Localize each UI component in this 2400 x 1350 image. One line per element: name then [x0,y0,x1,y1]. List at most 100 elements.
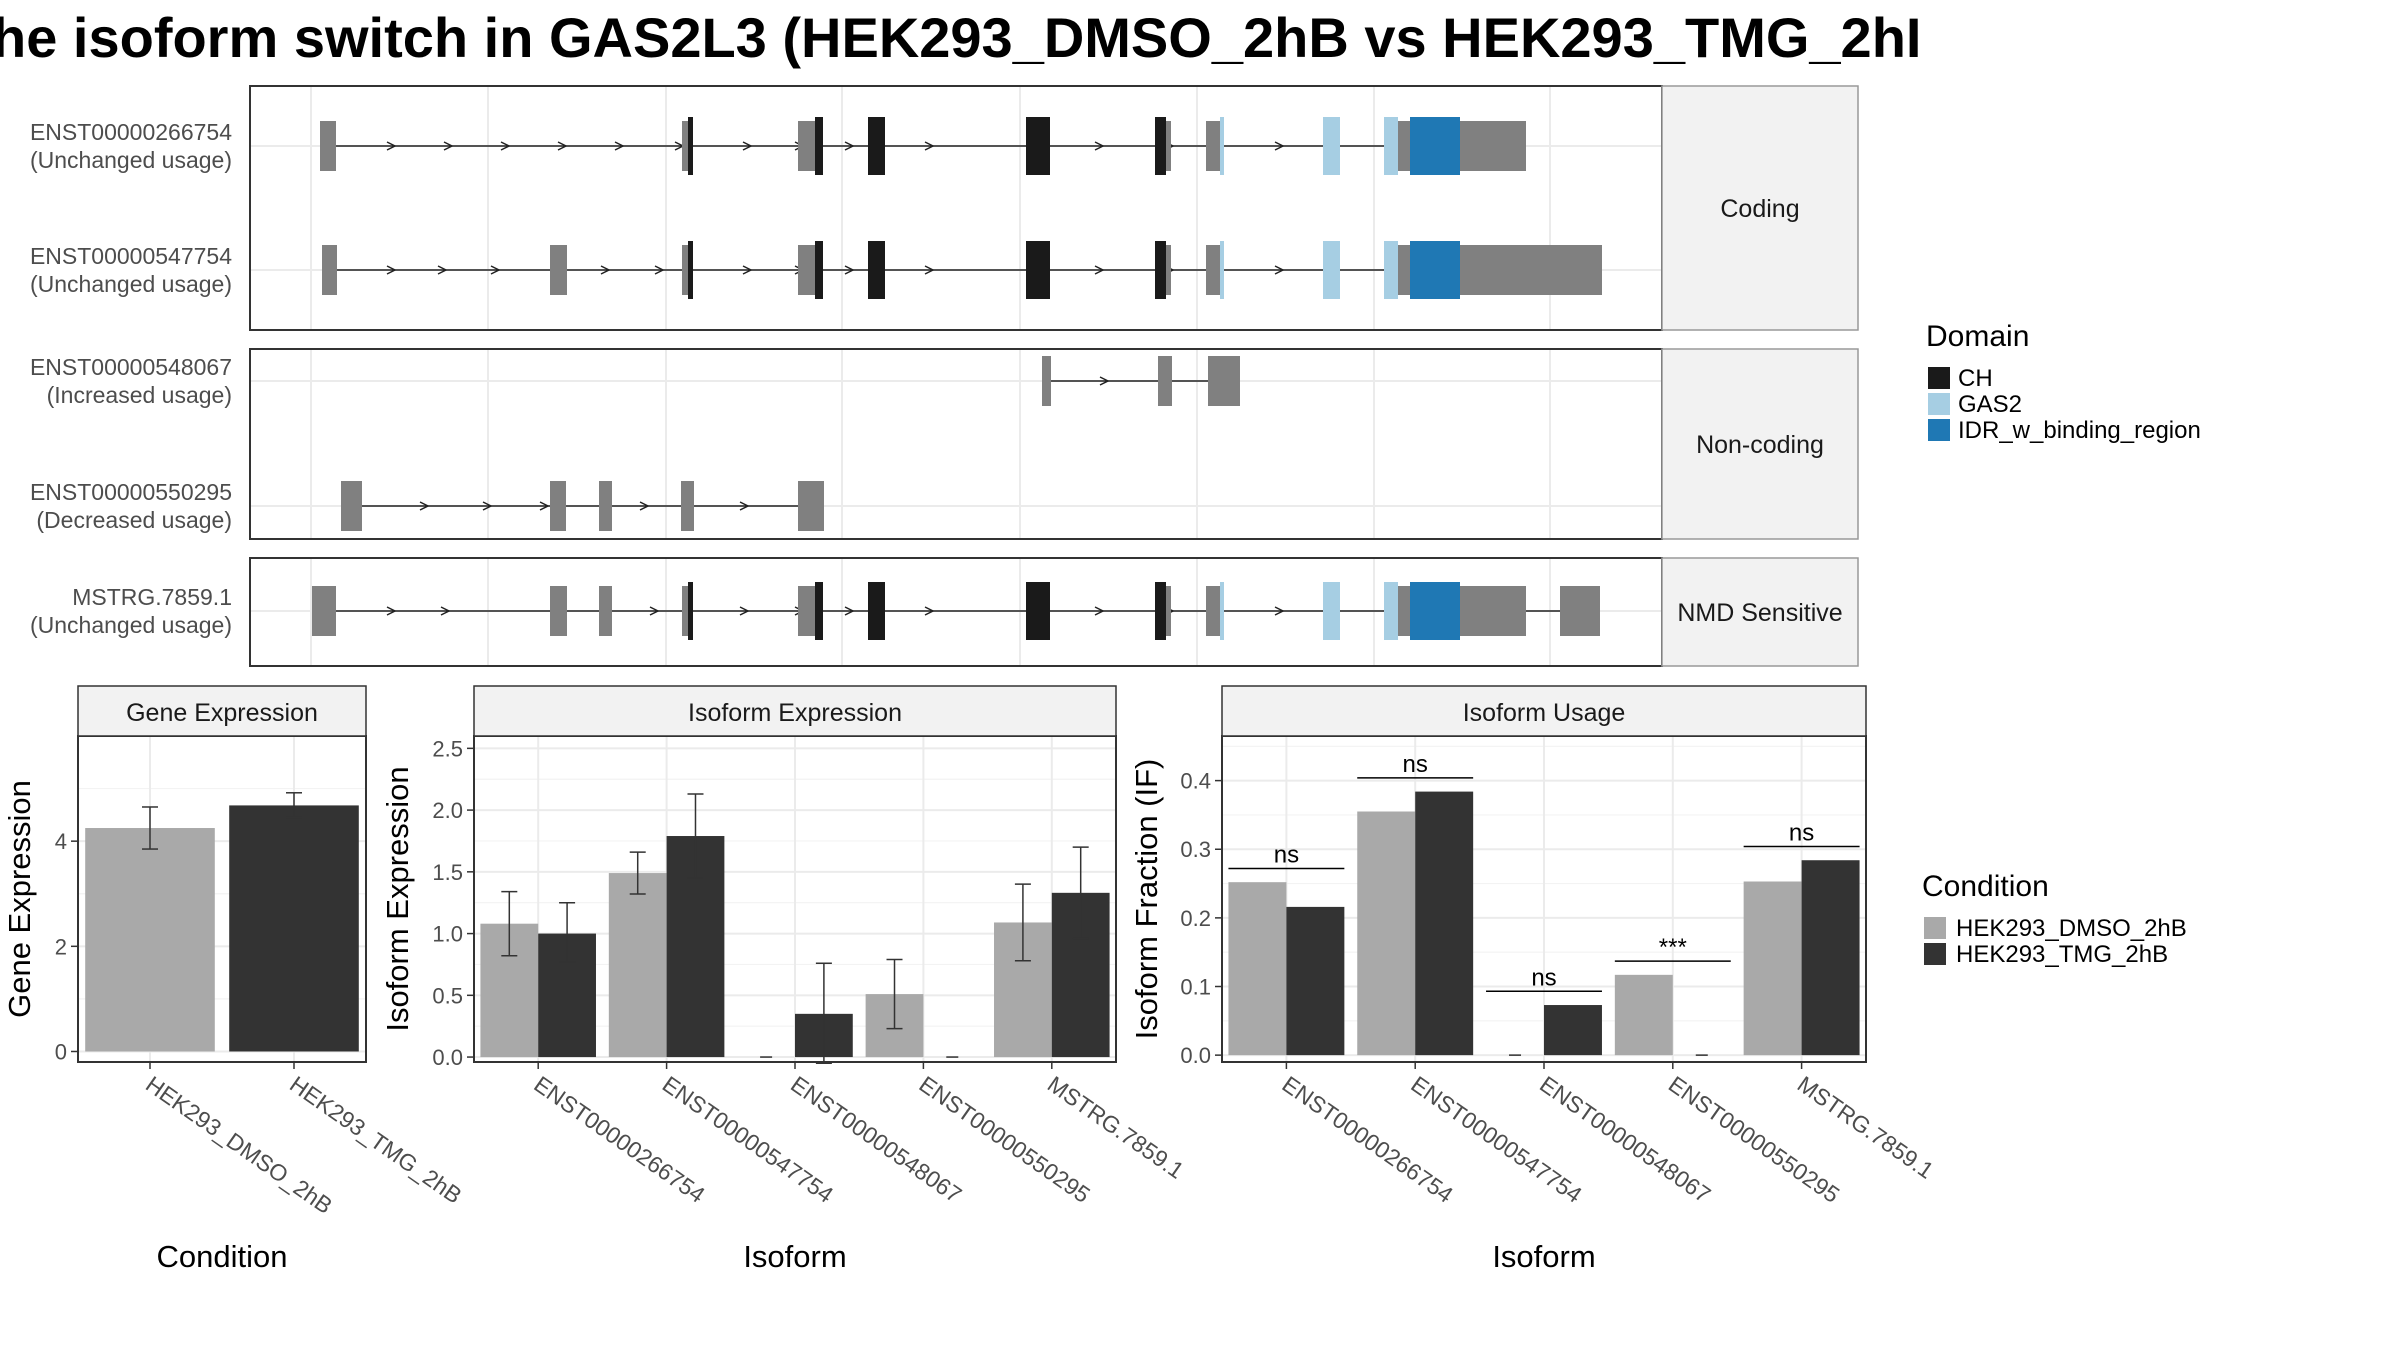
y-tick-label: 0.0 [1180,1043,1211,1068]
exon [681,481,694,531]
strand-arrow [557,141,568,151]
transcript-usage: (Decreased usage) [36,507,232,533]
domain-segment [1155,117,1166,175]
domain-segment [1384,241,1398,299]
legend-key [1928,393,1950,415]
figure-title: he isoform switch in GAS2L3 (HEK293_DMSO… [0,6,1921,69]
y-axis-label: Isoform Fraction (IF) [1129,759,1164,1040]
strand-arrow [539,501,550,511]
exon [1166,121,1171,171]
transcript-usage: (Unchanged usage) [30,271,232,297]
x-axis-label: Condition [157,1239,288,1274]
facet-strip [1661,557,1859,667]
domain-segment [868,582,885,640]
bar [1614,974,1673,1056]
facet-strip [1661,85,1859,331]
legend-label: CH [1958,365,1993,392]
domain-segment [1220,117,1224,175]
domain-segment [1155,241,1166,299]
domain-segment [1026,582,1050,640]
strand-arrow [742,141,753,151]
domain-segment [1220,582,1224,640]
domain-segment [688,582,693,640]
exon [341,481,362,531]
transcript-row: ENST00000266754(Unchanged usage) [30,117,1526,175]
domain-segment [688,241,693,299]
significance-label: ns [1403,751,1428,778]
domain-segment [1410,241,1460,299]
exon [312,586,336,636]
y-tick-label: 1.5 [432,860,463,885]
chart-strip-label: Isoform Usage [1463,699,1626,727]
chart-strip-label: Gene Expression [126,699,318,727]
legend-key [1928,419,1950,441]
y-tick-label: 1.0 [432,922,463,947]
exon [1166,586,1171,636]
transcript-usage: (Unchanged usage) [30,612,232,638]
strand-arrow [386,606,397,616]
transcript-id: MSTRG.7859.1 [72,584,232,610]
domain-segment [1384,117,1398,175]
legend-label: HEK293_TMG_2hB [1956,941,2168,968]
y-tick-label: 0.1 [1180,975,1211,1000]
bar [1743,881,1802,1056]
transcript-row: ENST00000550295(Decreased usage) [30,479,824,533]
strand-arrow [482,501,493,511]
domain-segment [1026,241,1050,299]
domain-segment [1220,241,1224,299]
exon [1166,245,1171,295]
exon [682,586,688,636]
strand-arrow [1274,606,1285,616]
exon [682,121,688,171]
chart-strip [77,685,367,737]
facet-label: NMD Sensitive [1677,599,1842,627]
exon [550,586,567,636]
legend-key [1928,367,1950,389]
strand-arrow [1099,376,1110,386]
facet-strip [1661,348,1859,540]
domain-segment [1323,117,1340,175]
strand-arrow [844,265,855,275]
strand-arrow [1094,141,1105,151]
y-tick-label: 0.0 [432,1045,463,1070]
exon [682,245,688,295]
chart-strip-label: Isoform Expression [688,699,902,727]
strand-arrow [443,141,454,151]
exon [1206,121,1220,171]
chart-strip [473,685,1117,737]
strand-arrow [924,606,935,616]
exon [798,586,815,636]
exon [1398,121,1410,171]
condition-legend-title: Condition [1922,870,2049,903]
domain-segment [688,117,693,175]
y-tick-label: 0.3 [1180,837,1211,862]
strand-arrow [649,606,660,616]
exon [599,586,612,636]
bar [1286,906,1345,1056]
transcript-id: ENST00000550295 [30,479,232,505]
strand-arrow [654,265,665,275]
strand-arrow [739,606,750,616]
exon [1460,121,1526,171]
bar [1415,791,1474,1056]
domain-segment [868,117,885,175]
strand-arrow [386,265,397,275]
transcript-id: ENST00000266754 [30,119,232,145]
exon [1398,586,1410,636]
transcript-id: ENST00000547754 [30,243,232,269]
transcript-usage: (Increased usage) [47,382,232,408]
transcript-row: ENST00000548067(Increased usage) [30,354,1240,408]
strand-arrow [1274,265,1285,275]
strand-arrow [844,606,855,616]
y-tick-label: 0.5 [432,983,463,1008]
y-tick-label: 0.4 [1180,769,1211,794]
legend-label: GAS2 [1958,391,2022,418]
y-tick-label: 0.2 [1180,906,1211,931]
domain-segment [815,117,823,175]
domain-segment [1410,582,1460,640]
exon [1206,586,1220,636]
significance-label: ns [1531,964,1556,991]
exon [1206,245,1220,295]
